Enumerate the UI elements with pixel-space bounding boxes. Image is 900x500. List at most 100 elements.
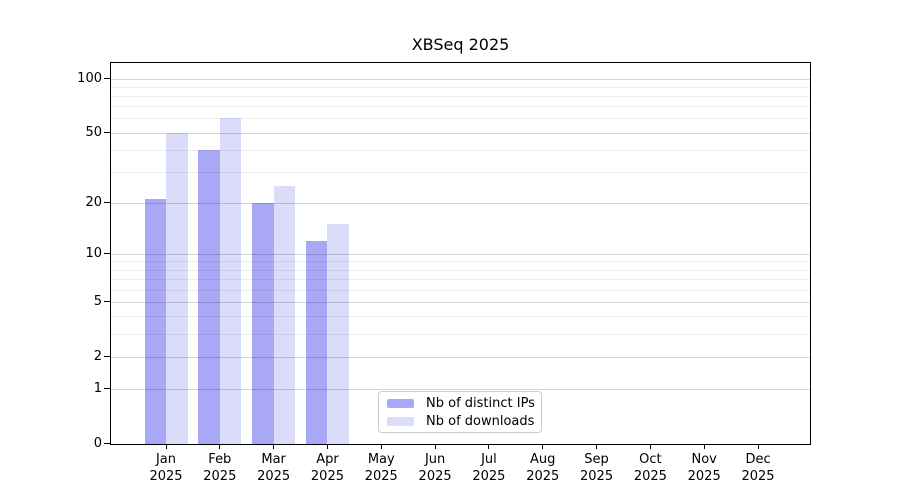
x-tick-mark <box>165 445 167 449</box>
x-tick-label: Jan 2025 <box>138 451 194 485</box>
x-tick-month: Jan <box>155 452 177 467</box>
x-tick-year: 2025 <box>633 469 667 484</box>
x-tick-label: Nov 2025 <box>676 451 732 485</box>
y-tick-mark <box>104 443 110 444</box>
x-tick-month: May <box>367 452 395 467</box>
bars-layer <box>111 63 810 444</box>
bar-distinct-ips-jan <box>144 199 166 444</box>
y-tick-label: 50 <box>85 124 102 140</box>
minor-gridline <box>111 269 810 271</box>
x-tick-mark <box>703 445 705 449</box>
x-tick-label: Jul 2025 <box>461 451 517 485</box>
x-tick-month: Apr <box>316 452 339 467</box>
x-tick-label: May 2025 <box>353 451 409 485</box>
legend-item-distinct-ips: Nb of distinct IPs <box>379 396 541 411</box>
y-tick-label: 100 <box>77 70 102 86</box>
legend: Nb of distinct IPs Nb of downloads <box>378 391 542 433</box>
x-tick-month: Oct <box>639 452 662 467</box>
x-tick-mark <box>596 445 598 449</box>
legend-swatch-downloads-icon <box>387 416 414 426</box>
y-tick-mark <box>104 388 110 390</box>
y-tick-mark <box>104 301 110 303</box>
bar-downloads-feb <box>219 118 242 444</box>
bar-downloads-mar <box>273 185 296 444</box>
legend-swatch-distinct-ips-icon <box>387 398 414 408</box>
minor-gridline <box>111 171 810 173</box>
y-tick-label: 0 <box>93 435 102 451</box>
major-gridline <box>111 132 810 134</box>
x-tick-label: Sep 2025 <box>569 451 625 485</box>
minor-gridline <box>111 149 810 151</box>
x-tick-mark <box>434 445 436 449</box>
y-tick-mark <box>104 356 110 358</box>
x-tick-year: 2025 <box>310 469 344 484</box>
x-tick-label: Apr 2025 <box>299 451 355 485</box>
x-tick-year: 2025 <box>526 469 560 484</box>
major-gridline <box>111 202 810 204</box>
minor-gridline <box>111 95 810 97</box>
x-tick-year: 2025 <box>257 469 291 484</box>
major-gridline <box>111 388 810 390</box>
bar-distinct-ips-apr <box>305 240 328 444</box>
x-tick-month: Dec <box>745 452 771 467</box>
x-tick-mark <box>488 445 490 449</box>
y-tick-label: 10 <box>85 245 102 261</box>
x-tick-mark <box>542 445 544 449</box>
x-tick-year: 2025 <box>149 469 183 484</box>
x-tick-mark <box>326 445 328 449</box>
y-tick-label: 2 <box>93 348 102 364</box>
major-gridline <box>111 356 810 358</box>
x-tick-label: Jun 2025 <box>407 451 463 485</box>
minor-gridline <box>111 106 810 108</box>
minor-gridline <box>111 279 810 281</box>
bar-distinct-ips-mar <box>252 202 274 444</box>
major-gridline <box>111 78 810 80</box>
x-tick-mark <box>649 445 651 449</box>
x-tick-year: 2025 <box>472 469 506 484</box>
x-tick-mark <box>219 445 221 449</box>
y-tick-mark <box>104 78 110 79</box>
bar-distinct-ips-feb <box>198 149 220 444</box>
x-tick-year: 2025 <box>203 469 237 484</box>
minor-gridline <box>111 86 810 88</box>
x-tick-label: Dec 2025 <box>730 451 786 485</box>
minor-gridline <box>111 118 810 120</box>
y-tick-mark <box>104 132 110 134</box>
bar-downloads-apr <box>327 224 349 444</box>
y-tick-mark <box>104 202 110 204</box>
y-tick-label: 5 <box>93 293 102 309</box>
x-tick-label: Mar 2025 <box>246 451 302 485</box>
x-tick-month: Mar <box>261 452 286 467</box>
x-tick-label: Aug 2025 <box>515 451 571 485</box>
y-tick-label: 20 <box>85 194 102 210</box>
x-tick-mark <box>757 445 759 449</box>
x-tick-year: 2025 <box>687 469 721 484</box>
legend-label-distinct-ips: Nb of distinct IPs <box>426 395 535 411</box>
x-tick-month: Jun <box>424 452 446 467</box>
x-tick-year: 2025 <box>580 469 614 484</box>
legend-label-downloads: Nb of downloads <box>426 413 535 429</box>
x-tick-mark <box>380 445 382 449</box>
x-tick-month: Aug <box>530 452 556 467</box>
y-tick-mark <box>104 253 110 255</box>
x-tick-label: Oct 2025 <box>622 451 678 485</box>
x-tick-year: 2025 <box>364 469 398 484</box>
grid-layer <box>111 63 810 444</box>
x-tick-month: Feb <box>208 452 232 467</box>
minor-gridline <box>111 316 810 318</box>
plot-frame: Nb of distinct IPs Nb of downloads <box>110 62 811 445</box>
x-tick-mark <box>273 445 275 449</box>
minor-gridline <box>111 261 810 263</box>
x-tick-month: Nov <box>691 452 717 467</box>
minor-gridline <box>111 333 810 335</box>
major-gridline <box>111 301 810 303</box>
y-tick-label: 1 <box>93 380 102 396</box>
x-tick-month: Sep <box>584 452 609 467</box>
bar-downloads-jan <box>166 132 188 444</box>
x-tick-year: 2025 <box>741 469 775 484</box>
x-tick-label: Feb 2025 <box>192 451 248 485</box>
major-gridline <box>111 253 810 255</box>
x-tick-month: Jul <box>481 452 497 467</box>
legend-item-downloads: Nb of downloads <box>379 414 541 429</box>
minor-gridline <box>111 289 810 291</box>
